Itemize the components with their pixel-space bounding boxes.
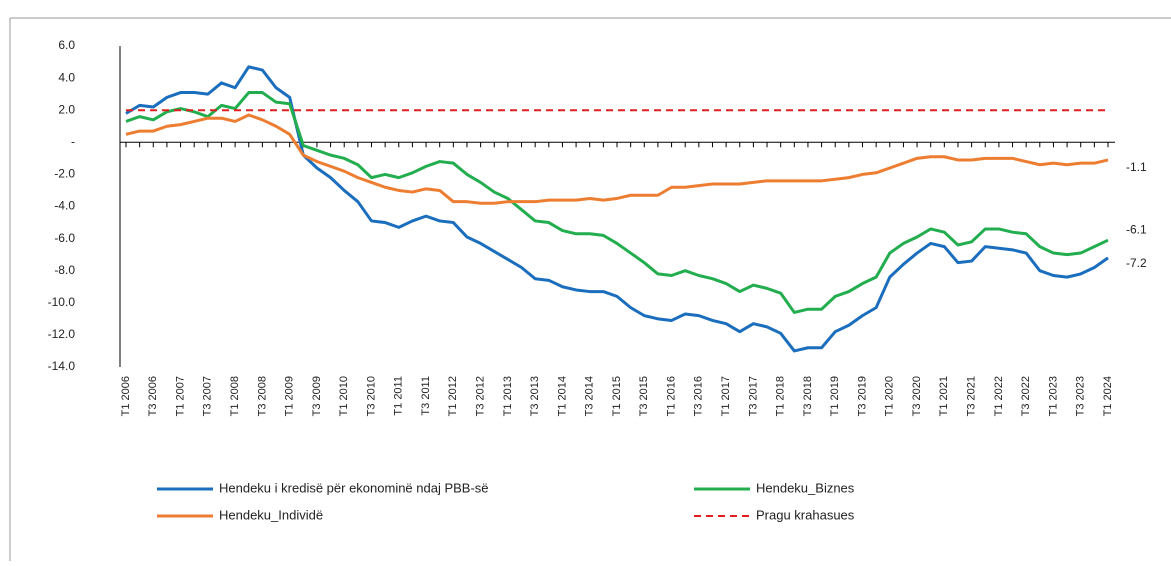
x-tick-label: T3 2013 bbox=[529, 376, 541, 416]
x-tick-label: T3 2012 bbox=[475, 376, 487, 416]
series-line bbox=[125, 65, 1109, 353]
y-tick-label: 4.0 bbox=[58, 70, 75, 84]
x-tick-label: T1 2008 bbox=[229, 376, 241, 416]
y-tick-label: -14.0 bbox=[48, 359, 76, 373]
end-label: -1.1 bbox=[1126, 160, 1147, 174]
x-tick-label: T3 2023 bbox=[1075, 376, 1087, 416]
legend-label: Pragu krahasues bbox=[756, 507, 855, 522]
series-line bbox=[125, 113, 1109, 205]
y-tick-label: -2.0 bbox=[54, 167, 75, 181]
y-tick-label: -4.0 bbox=[54, 199, 75, 213]
x-tick-label: T1 2018 bbox=[775, 376, 787, 416]
x-tick-label: T1 2024 bbox=[1102, 376, 1114, 416]
x-tick-label: T1 2009 bbox=[284, 376, 296, 416]
x-tick-label: T3 2020 bbox=[911, 376, 923, 416]
y-tick-label: -12.0 bbox=[48, 327, 76, 341]
series-line bbox=[125, 91, 1109, 314]
legend-label: Hendeku_Individë bbox=[219, 507, 323, 522]
y-tick-label: - bbox=[71, 134, 75, 148]
x-tick-label: T3 2009 bbox=[311, 376, 323, 416]
x-tick-label: T3 2017 bbox=[747, 376, 759, 416]
x-tick-label: T1 2020 bbox=[884, 376, 896, 416]
x-tick-label: T1 2013 bbox=[502, 376, 514, 416]
x-tick-label: T1 2011 bbox=[393, 376, 405, 416]
x-tick-label: T1 2015 bbox=[611, 376, 623, 416]
y-tick-label: -6.0 bbox=[54, 231, 75, 245]
y-tick-label: -10.0 bbox=[48, 295, 76, 309]
legend-label: Hendeku_Biznes bbox=[756, 480, 855, 495]
end-label: -7.2 bbox=[1126, 256, 1147, 270]
x-tick-label: T1 2007 bbox=[174, 376, 186, 416]
x-tick-label: T1 2017 bbox=[720, 376, 732, 416]
x-tick-label: T1 2022 bbox=[993, 376, 1005, 416]
x-tick-label: T3 2016 bbox=[693, 376, 705, 416]
x-tick-label: T1 2012 bbox=[447, 376, 459, 416]
x-tick-label: T1 2006 bbox=[120, 376, 132, 416]
x-tick-label: T3 2010 bbox=[365, 376, 377, 416]
x-tick-label: T1 2021 bbox=[938, 376, 950, 416]
y-tick-label: 6.0 bbox=[58, 38, 75, 52]
y-tick-label: -8.0 bbox=[54, 263, 75, 277]
x-tick-label: T1 2010 bbox=[338, 376, 350, 416]
x-tick-label: T3 2018 bbox=[802, 376, 814, 416]
x-tick-label: T3 2019 bbox=[856, 376, 868, 416]
legend-label: Hendeku i kredisë për ekonominë ndaj PBB… bbox=[219, 480, 489, 495]
x-tick-label: T1 2019 bbox=[829, 376, 841, 416]
x-tick-label: T3 2008 bbox=[256, 376, 268, 416]
x-tick-label: T1 2016 bbox=[665, 376, 677, 416]
x-tick-label: T3 2014 bbox=[584, 376, 596, 416]
x-tick-label: T3 2021 bbox=[966, 376, 978, 416]
x-tick-label: T3 2011 bbox=[420, 376, 432, 416]
x-tick-label: T3 2007 bbox=[202, 376, 214, 416]
x-tick-label: T3 2015 bbox=[638, 376, 650, 416]
x-tick-label: T3 2022 bbox=[1020, 376, 1032, 416]
x-tick-label: T1 2014 bbox=[556, 376, 568, 416]
x-tick-label: T1 2023 bbox=[1047, 376, 1059, 416]
end-label: -6.1 bbox=[1126, 222, 1147, 236]
x-tick-label: T3 2006 bbox=[147, 376, 159, 416]
y-tick-label: 2.0 bbox=[58, 102, 75, 116]
